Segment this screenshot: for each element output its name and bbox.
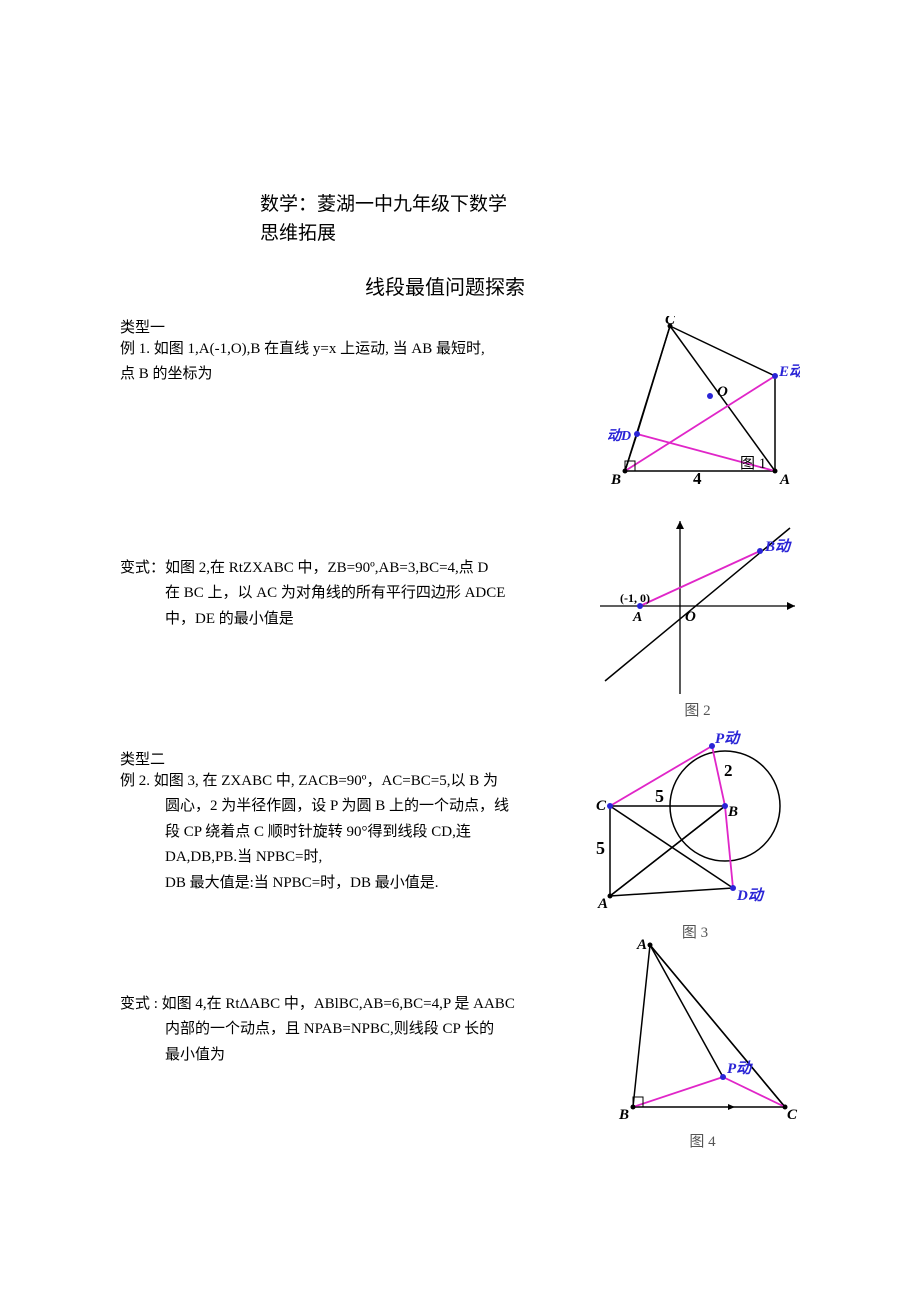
svg-text:D动: D动	[736, 887, 765, 904]
figure-3: C B A P动 D动 5 5 2	[590, 728, 800, 918]
ex1-line1: 例 1. 如图 1,A(-1,O),B 在直线 y=x 上运动, 当 AB 最短…	[120, 337, 595, 363]
svg-text:B: B	[618, 1107, 629, 1123]
svg-text:P动: P动	[715, 730, 741, 747]
svg-text:A: A	[636, 937, 647, 953]
var2-line2: 内部的一个动点，且 NPAB=NPBC,则线段 CP 长的	[120, 1017, 595, 1043]
svg-text:2: 2	[724, 761, 733, 780]
svg-text:4: 4	[693, 469, 702, 486]
svg-text:A: A	[632, 610, 642, 625]
svg-text:P动: P动	[727, 1060, 753, 1077]
figure-1: C E动 O 动D B A 4 图 1	[605, 316, 800, 486]
doc-subtitle: 线段最值问题探索	[90, 271, 800, 300]
ex2-line1: 例 2. 如图 3, 在 ZXABC 中, ZACB=90º，AC=BC=5,以…	[120, 769, 580, 795]
svg-text:(-1, 0): (-1, 0)	[620, 591, 650, 605]
var2-line1: 变式 : 如图 4,在 RtΔABC 中，ABlBC,AB=6,BC=4,P 是…	[120, 992, 595, 1018]
figure-2-caption: 图 2	[595, 699, 800, 720]
var1-line1: 变式：如图 2,在 RtZXABC 中，ZB=90º,AB=3,BC=4,点 D	[120, 556, 585, 582]
svg-text:C: C	[665, 316, 676, 328]
ex2-line5: DB 最大值是:当 NPBC=时，DB 最小值是.	[120, 871, 580, 897]
ex1-line2: 点 B 的坐标为	[120, 362, 595, 388]
type1-label: 类型一	[120, 316, 595, 337]
svg-text:B: B	[727, 804, 738, 820]
svg-text:C: C	[787, 1107, 798, 1123]
svg-text:O: O	[685, 609, 696, 625]
svg-text:A: A	[597, 896, 608, 912]
var1-line3: 中，DE 的最小值是	[120, 607, 585, 633]
svg-text:C: C	[596, 798, 607, 814]
svg-text:动D: 动D	[607, 428, 631, 444]
ex2-line3: 段 CP 绕着点 C 顺时针旋转 90°得到线段 CD,连	[120, 820, 580, 846]
var1-line2: 在 BC 上，以 AC 为对角线的所有平行四边形 ADCE	[120, 581, 585, 607]
ex2-line2: 圆心，2 为半径作圆，设 P 为圆 B 上的一个动点，线	[120, 794, 580, 820]
svg-text:O: O	[717, 384, 728, 400]
figure-4-caption: 图 4	[605, 1130, 800, 1151]
svg-text:B动: B动	[764, 538, 792, 555]
svg-text:E动: E动	[778, 363, 800, 380]
svg-text:5: 5	[655, 786, 664, 806]
svg-text:图 1: 图 1	[740, 455, 766, 472]
doc-title-line2: 思维拓展	[260, 219, 800, 248]
type2-label: 类型二	[120, 748, 580, 769]
figure-4: A B C P动	[605, 937, 800, 1127]
var2-line3: 最小值为	[120, 1043, 595, 1069]
ex2-line4: DA,DB,PB.当 NPBC=时,	[120, 845, 580, 871]
figure-2: (-1, 0) A B动 O	[595, 516, 800, 696]
svg-text:5: 5	[596, 838, 605, 858]
svg-text:A: A	[779, 472, 790, 486]
doc-title-line1: 数学：菱湖一中九年级下数学	[260, 190, 800, 219]
svg-text:B: B	[610, 472, 621, 486]
